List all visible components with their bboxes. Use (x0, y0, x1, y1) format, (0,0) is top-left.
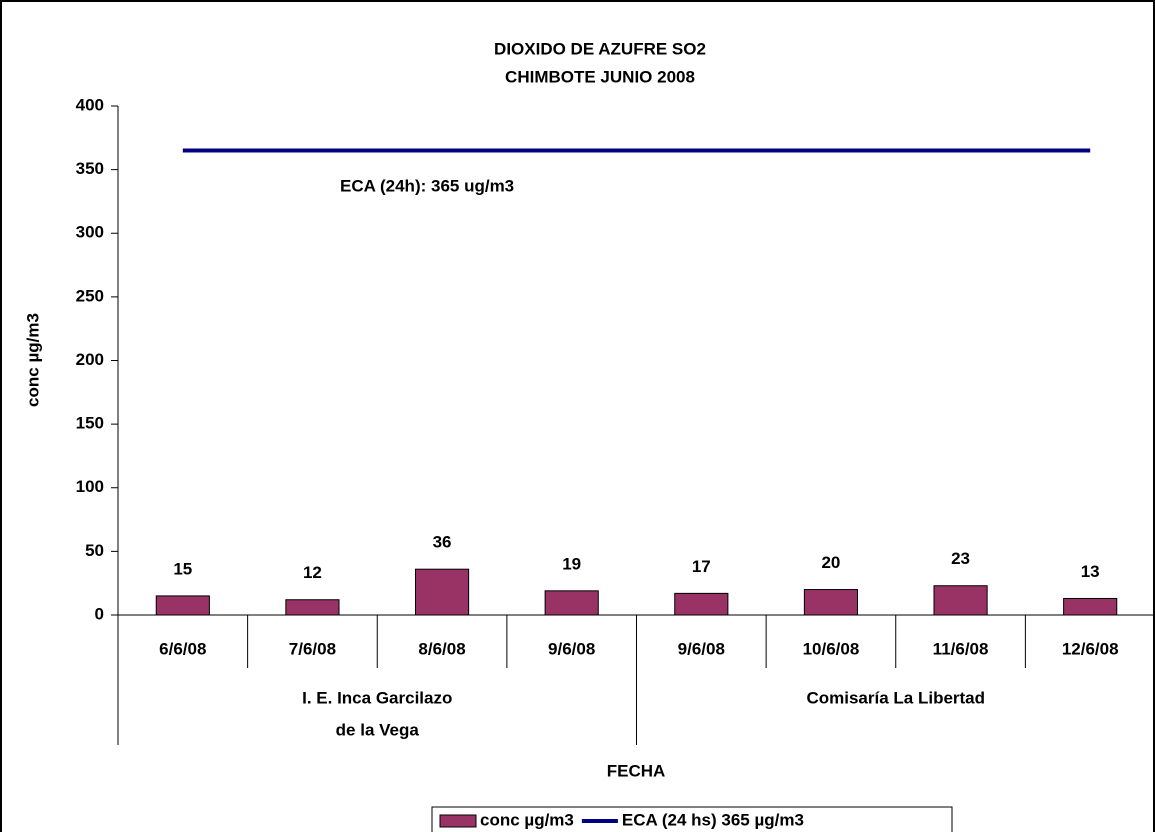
data-label: 19 (562, 554, 581, 573)
y-tick-label: 200 (76, 350, 104, 369)
legend-label: ECA (24 hs) 365 µg/m3 (622, 810, 804, 829)
data-label: 23 (951, 549, 970, 568)
bar (285, 599, 340, 616)
y-axis-label: conc µg/m3 (23, 313, 42, 407)
x-tick-label: 9/6/08 (678, 639, 725, 658)
chart-title: DIOXIDO DE AZUFRE SO2 (494, 39, 706, 58)
group-label: de la Vega (336, 720, 420, 739)
y-tick-label: 350 (76, 159, 104, 178)
legend-swatch (439, 814, 477, 828)
y-tick-label: 100 (76, 477, 104, 496)
x-tick-label: 8/6/08 (418, 639, 465, 658)
annotation: ECA (24h): 365 ug/m3 (340, 176, 514, 195)
y-tick-label: 250 (76, 286, 104, 305)
bar (933, 585, 988, 616)
x-tick-label: 6/6/08 (159, 639, 206, 658)
x-axis-label: FECHA (607, 761, 666, 780)
y-tick-label: 50 (85, 541, 104, 560)
data-label: 17 (692, 557, 711, 576)
bar (544, 590, 599, 616)
x-tick-label: 11/6/08 (933, 639, 989, 658)
x-tick-label: 10/6/08 (803, 639, 860, 658)
data-label: 13 (1081, 562, 1100, 581)
data-label: 15 (173, 559, 192, 578)
data-label: 20 (821, 553, 840, 572)
x-tick-label: 12/6/08 (1062, 639, 1119, 658)
bar (674, 592, 729, 616)
legend-box (431, 806, 953, 832)
data-label: 36 (433, 533, 452, 552)
group-label: I. E. Inca Garcilazo (302, 688, 452, 707)
x-tick-label: 9/6/08 (548, 639, 595, 658)
y-tick-label: 300 (76, 223, 104, 242)
y-tick-label: 0 (95, 604, 104, 623)
bar (1063, 597, 1118, 616)
bar (155, 595, 210, 616)
bar (414, 568, 470, 616)
group-label: Comisaría La Libertad (806, 688, 985, 707)
y-tick-label: 150 (76, 414, 104, 433)
x-tick-label: 7/6/08 (289, 639, 336, 658)
chart-subtitle: CHIMBOTE JUNIO 2008 (505, 67, 695, 86)
bar (803, 589, 859, 616)
legend-label: conc µg/m3 (480, 810, 574, 829)
y-tick-label: 400 (76, 95, 104, 114)
data-label: 12 (303, 563, 322, 582)
